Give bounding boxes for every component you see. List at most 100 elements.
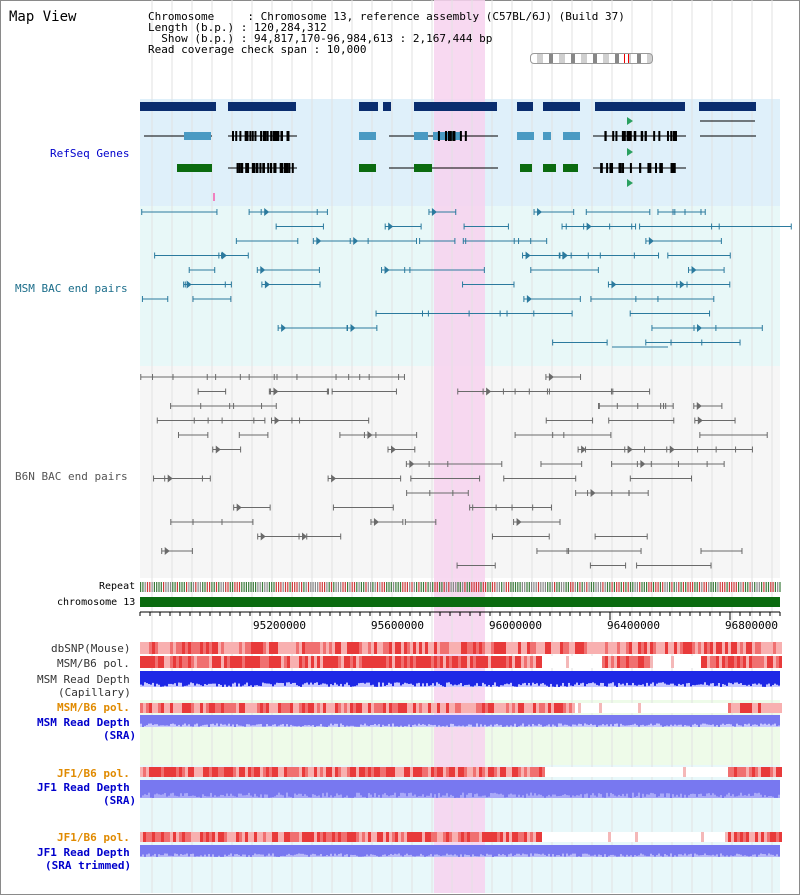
depth-bar [280,780,282,795]
heat-cell [515,767,518,777]
repeat-mark [250,582,252,592]
heat-cell [530,642,533,654]
heat-cell [488,656,491,668]
heat-cell [749,642,752,654]
heat-cell [362,767,365,777]
depth-bar [270,671,272,685]
heat-cell [185,832,188,842]
heat-cell [776,656,779,668]
heat-cell [323,642,326,654]
heat-cell [743,656,746,668]
heat-cell [701,656,704,668]
depth-bar [294,780,296,794]
depth-bar [564,715,566,725]
heat-cell [734,656,737,668]
repeat-mark [694,582,696,592]
depth-bar [750,845,752,857]
depth-bar [168,780,170,796]
axis-tick-label: 95200000 [253,619,306,632]
heat-cell [470,642,473,654]
refseq-genes-label[interactable]: RefSeq Genes [50,147,130,160]
repeat-mark [190,582,192,592]
depth-bar [374,780,376,794]
depth-bar [672,715,674,726]
heat-cell [536,832,539,842]
exon-tick [621,131,624,141]
bac-pair-arrow [696,402,702,410]
heat-cell [251,656,254,668]
depth-bar [542,845,544,854]
depth-bar [388,671,390,683]
repeat-mark [508,582,510,592]
depth-bar [718,715,720,727]
depth-bar [478,780,480,797]
depth-bar [634,671,636,686]
bac-pair-arrow [186,280,192,289]
heat-cell [491,832,494,842]
heat-cell [503,642,506,654]
repeat-mark [218,582,220,592]
repeat-mark [604,582,606,592]
depth-bar [684,845,686,854]
heat-cell [506,656,509,668]
depth-bar [402,671,404,685]
gene-exon [414,132,428,140]
depth-bar [140,715,142,724]
depth-bar [466,671,468,685]
chromosome-ideogram[interactable] [530,53,653,64]
depth-bar [462,780,464,793]
exon-tick [622,163,625,173]
depth-bar [176,845,178,854]
gene-exon [184,132,211,140]
depth-bar [590,715,592,724]
heat-cell [359,642,362,654]
heat-cell [476,656,479,668]
depth-bar [324,845,326,857]
depth-bar [592,845,594,856]
heat-cell [296,832,299,842]
heat-cell [392,832,395,842]
heat-cell [677,767,680,777]
exon-tick [235,131,238,141]
b6n-bac-end-pairs-label[interactable]: B6N BAC end pairs [15,470,128,483]
heat-cell [374,832,377,842]
heat-cell [236,656,239,668]
heat-cell [653,703,656,713]
depth-bar [504,780,506,798]
heat-cell [365,767,368,777]
exon-tick [629,131,632,141]
exon-tick [267,163,270,173]
depth-bar [430,671,432,686]
depth-bar [252,715,254,726]
repeat-mark [560,582,563,592]
depth-bar [308,671,310,685]
depth-bar [666,715,668,726]
msm-bac-end-pairs-label[interactable]: MSM BAC end pairs [15,282,128,295]
heat-cell [152,642,155,654]
heat-cell [431,642,434,654]
dbsnp-label: dbSNP(Mouse) [51,642,131,655]
heat-cell [533,656,536,668]
exon-tick [260,131,263,141]
heat-cell [455,832,458,842]
depth-bar [468,780,470,794]
repeat-mark [188,582,190,592]
heat-cell [626,832,629,842]
page-title: Map View [9,9,77,25]
heat-cell [773,767,776,777]
heat-cell [731,703,734,713]
heat-cell [545,642,548,654]
depth-bar [150,780,152,798]
depth-bar [626,845,628,855]
jf1-read-depth-sra-label-2: (SRA) [103,794,137,807]
exon-tick [672,163,675,173]
repeat-mark [567,582,569,592]
depth-bar [434,780,436,795]
depth-bar [702,780,704,797]
heat-cell [728,642,731,654]
heat-cell [464,832,467,842]
depth-bar [278,780,280,793]
depth-bar [324,780,326,797]
heat-cell [185,656,188,668]
heat-cell [197,656,200,668]
